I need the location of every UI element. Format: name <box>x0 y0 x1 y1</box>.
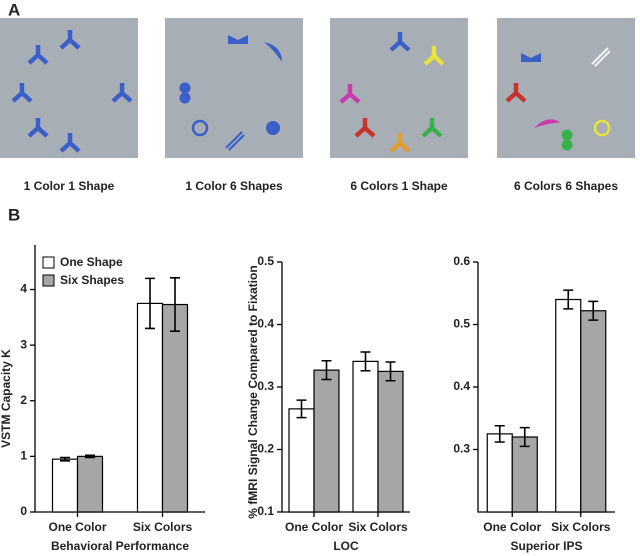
x-tick-label: Six Colors <box>551 520 611 534</box>
error-bar <box>296 399 307 419</box>
y-tick-label: 3 <box>20 337 27 351</box>
caption: 1 Color 1 Shape <box>24 179 115 193</box>
bar <box>511 436 538 513</box>
y-axis-title: % fMRI Signal Change Compared to Fixatio… <box>246 265 260 518</box>
y-tick-label: 0.5 <box>257 254 274 268</box>
y-tick-label: 0.5 <box>453 317 470 331</box>
x-axis-title: Superior IPS <box>510 539 582 553</box>
bar <box>136 302 164 513</box>
x-axis-title: Behavioral Performance <box>51 539 189 553</box>
legend-label: One Shape <box>60 255 123 269</box>
error-bar <box>60 456 70 462</box>
error-bar <box>494 424 505 443</box>
bar <box>580 310 607 513</box>
caption: 6 Colors 1 Shape <box>350 179 448 193</box>
bar <box>288 408 315 513</box>
bar <box>76 455 104 513</box>
y-tick-label: 0.4 <box>453 379 470 393</box>
error-bar <box>321 359 332 381</box>
error-bar <box>588 300 599 321</box>
bar <box>377 370 404 513</box>
y-tick-label: 0.1 <box>257 504 274 518</box>
bar <box>352 360 379 513</box>
x-tick-label: Six Colors <box>348 520 408 534</box>
bar <box>555 298 582 513</box>
y-tick-label: 0.3 <box>453 442 470 456</box>
x-tick-label: One Color <box>285 520 343 534</box>
panel-label: B <box>8 205 20 224</box>
y-tick-label: 0.6 <box>453 254 470 268</box>
y-axis-title: VSTM Capacity K <box>0 349 13 448</box>
y-tick-label: 0.2 <box>257 442 274 456</box>
y-tick-label: 2 <box>20 393 27 407</box>
bar <box>161 303 189 513</box>
y-tick-label: 0.3 <box>257 379 274 393</box>
legend-label: Six Shapes <box>60 273 124 287</box>
error-bar <box>563 289 574 310</box>
y-tick-label: 0 <box>20 504 27 518</box>
x-axis-title: LOC <box>333 539 359 553</box>
bar <box>51 458 79 513</box>
panel-label: A <box>8 0 20 19</box>
error-bar <box>519 426 530 448</box>
error-bar <box>170 277 180 333</box>
stimulus-panels <box>0 18 635 158</box>
y-tick-label: 4 <box>20 282 27 296</box>
x-tick-label: One Color <box>48 520 106 534</box>
caption: 1 Color 6 Shapes <box>185 179 283 193</box>
error-bar <box>85 454 95 459</box>
caption: 6 Colors 6 Shapes <box>514 179 618 193</box>
error-bar <box>145 277 155 330</box>
y-tick-label: 1 <box>20 449 27 463</box>
x-tick-label: One Color <box>483 520 541 534</box>
bar <box>313 369 340 513</box>
error-bar <box>360 351 371 372</box>
y-tick-label: 0.4 <box>257 317 274 331</box>
bar <box>486 433 513 513</box>
legend-swatch <box>42 274 55 287</box>
legend-swatch <box>42 256 55 269</box>
x-tick-label: Six Colors <box>133 520 193 534</box>
error-bar <box>385 361 396 382</box>
